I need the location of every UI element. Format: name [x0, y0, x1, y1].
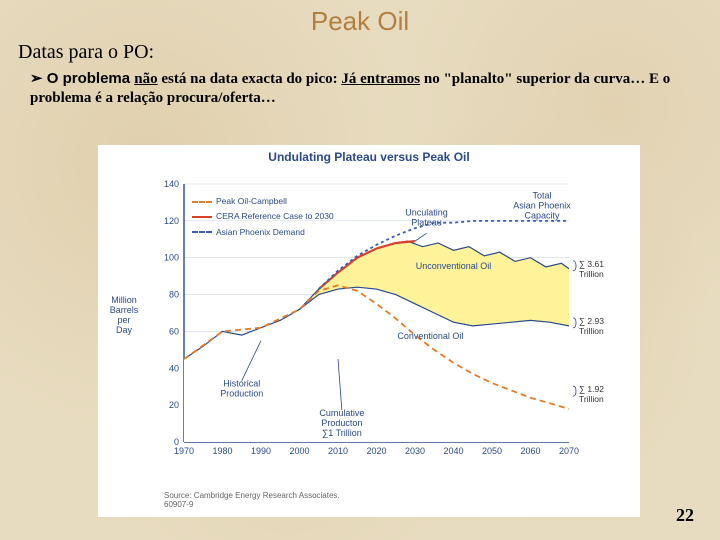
svg-text:2010: 2010: [328, 446, 348, 456]
chart-plot: 0204060801001201401970198019902000201020…: [164, 176, 609, 466]
svg-text:2060: 2060: [520, 446, 540, 456]
svg-text:40: 40: [169, 363, 179, 373]
chart-container: Undulating Plateau versus Peak Oil Milli…: [98, 145, 640, 517]
svg-text:Producton: Producton: [321, 418, 362, 428]
svg-text:Conventional Oil: Conventional Oil: [397, 331, 463, 341]
svg-text:∑ 1.92: ∑ 1.92: [579, 384, 604, 394]
svg-text:100: 100: [164, 253, 179, 263]
svg-text:Production: Production: [220, 389, 263, 399]
svg-text:140: 140: [164, 179, 179, 189]
svg-text:Trillion: Trillion: [579, 326, 604, 336]
svg-text:1990: 1990: [251, 446, 271, 456]
page-subtitle: Datas para o PO:: [18, 41, 720, 64]
svg-text:2030: 2030: [405, 446, 425, 456]
bullet-underline-1: não: [134, 71, 157, 87]
page-number: 22: [676, 505, 694, 526]
svg-text:∑ 3.61: ∑ 3.61: [579, 259, 604, 269]
svg-text:2020: 2020: [366, 446, 386, 456]
svg-text:Total: Total: [533, 191, 552, 201]
bullet-underline-2: Já entramos: [341, 71, 420, 87]
svg-text:Unculating: Unculating: [405, 207, 448, 217]
svg-text:20: 20: [169, 400, 179, 410]
svg-text:2070: 2070: [559, 446, 579, 456]
legend-item: Peak Oil-Campbell: [192, 194, 334, 209]
chart-legend: Peak Oil-CampbellCERA Reference Case to …: [192, 194, 334, 240]
bullet-arrow-icon: ➢ O problema: [30, 70, 134, 87]
svg-text:Unconventional Oil: Unconventional Oil: [416, 261, 492, 271]
bullet-mid-1: está na data exacta do pico:: [158, 71, 342, 87]
svg-text:2000: 2000: [289, 446, 309, 456]
svg-text:Trillion: Trillion: [579, 394, 604, 404]
svg-text:80: 80: [169, 290, 179, 300]
svg-text:∑1 Trillion: ∑1 Trillion: [322, 428, 362, 438]
svg-text:1970: 1970: [174, 446, 194, 456]
svg-text:Asian Phoenix: Asian Phoenix: [513, 201, 571, 211]
chart-source: Source: Cambridge Energy Research Associ…: [164, 491, 340, 510]
legend-item: Asian Phoenix Demand: [192, 225, 334, 240]
page-title: Peak Oil: [0, 0, 720, 37]
svg-text:120: 120: [164, 216, 179, 226]
svg-text:Trillion: Trillion: [579, 269, 604, 279]
bullet-text: ➢ O problema não está na data exacta do …: [30, 70, 696, 108]
svg-text:Capacity: Capacity: [525, 211, 561, 221]
svg-text:Plateau: Plateau: [411, 217, 442, 227]
svg-text:60: 60: [169, 326, 179, 336]
svg-text:2050: 2050: [482, 446, 502, 456]
svg-text:1980: 1980: [212, 446, 232, 456]
chart-title: Undulating Plateau versus Peak Oil: [99, 150, 639, 164]
svg-text:2040: 2040: [443, 446, 463, 456]
legend-item: CERA Reference Case to 2030: [192, 209, 334, 224]
svg-text:∑ 2.93: ∑ 2.93: [579, 316, 604, 326]
y-axis-label: MillionBarrelsperDay: [103, 296, 145, 336]
